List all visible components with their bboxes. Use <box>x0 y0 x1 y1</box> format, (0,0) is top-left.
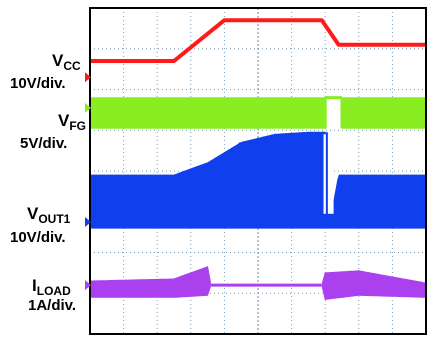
vcc-ground-marker <box>85 72 91 83</box>
vfg-band-1 <box>341 97 427 129</box>
vcc-label: VCC <box>52 51 81 73</box>
vout1-scale: 10V/div. <box>10 229 66 246</box>
plot-frame <box>89 7 427 335</box>
vfg-scale: 5V/div. <box>20 135 67 152</box>
iload-ground-marker <box>85 280 91 291</box>
vout1-label: VOUT1 <box>27 204 71 226</box>
vout1-dropout-notch <box>323 134 334 214</box>
channel-markers <box>85 72 91 291</box>
vcc-scale: 10V/div. <box>10 75 66 92</box>
vout1-ground-marker <box>85 216 91 227</box>
waveform-traces <box>89 18 427 300</box>
iload-band-0 <box>89 266 211 298</box>
vcc-trace <box>90 18 426 63</box>
iload-label: ILOAD <box>32 276 71 298</box>
iload-scale: 1A/div. <box>28 297 76 314</box>
vfg-ground-marker <box>85 102 91 113</box>
vfg-band-0 <box>89 97 326 129</box>
vfg-label: VFG <box>58 111 86 133</box>
